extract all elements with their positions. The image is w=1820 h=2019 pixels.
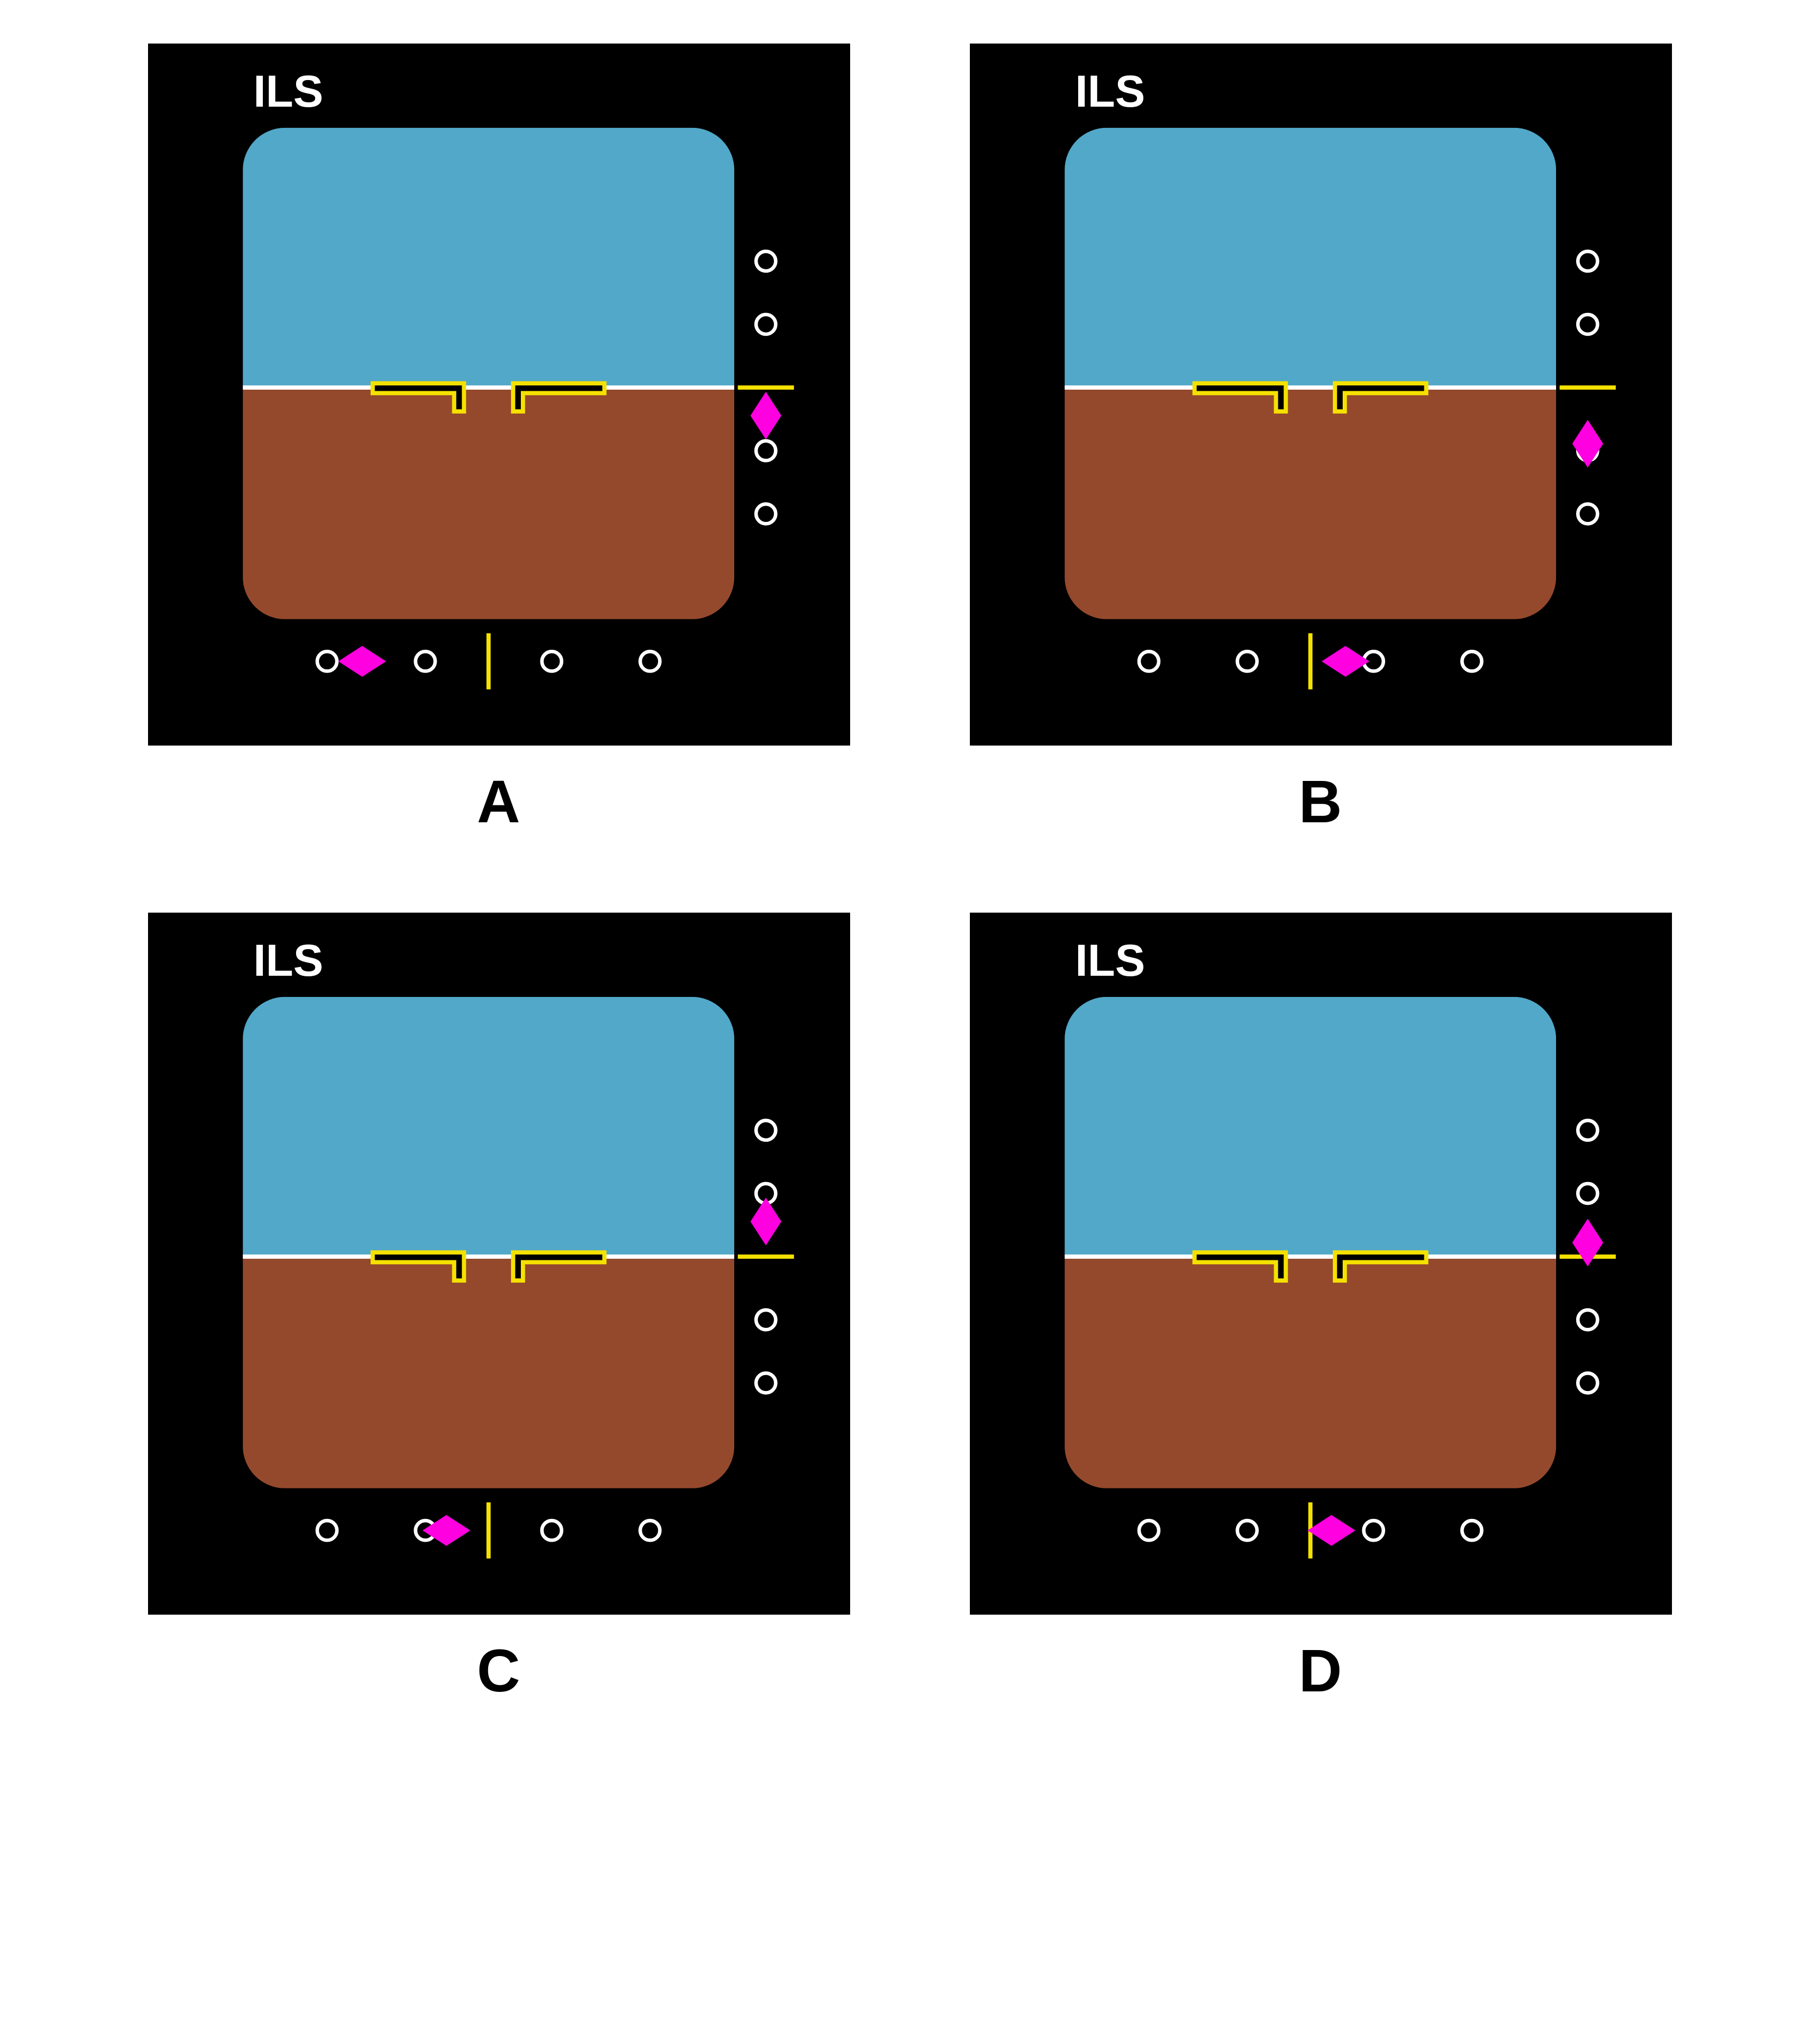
panel-a: ILS bbox=[148, 44, 850, 746]
sky bbox=[243, 997, 734, 1257]
mode-label: ILS bbox=[1075, 935, 1145, 986]
ground bbox=[243, 387, 734, 619]
mode-label: ILS bbox=[254, 935, 323, 986]
panel-label-b: B bbox=[1299, 767, 1343, 836]
mode-label: ILS bbox=[1075, 66, 1145, 116]
panel-label-a: A bbox=[477, 767, 521, 836]
attitude-indicator bbox=[243, 997, 734, 1488]
ils-pfd-a: ILS bbox=[148, 44, 850, 746]
panel-d: ILS bbox=[970, 913, 1672, 1615]
ground bbox=[1065, 1257, 1556, 1488]
panel-cell-d: ILS D bbox=[970, 913, 1672, 1706]
panel-cell-c: ILS C bbox=[148, 913, 850, 1706]
ils-panel-grid: ILS A ILS bbox=[148, 44, 1672, 1706]
sky bbox=[1065, 997, 1556, 1257]
panel-label-d: D bbox=[1299, 1636, 1343, 1706]
ils-pfd-d: ILS bbox=[970, 913, 1672, 1615]
panel-label-c: C bbox=[477, 1636, 521, 1706]
attitude-indicator bbox=[1065, 128, 1556, 619]
ils-pfd-c: ILS bbox=[148, 913, 850, 1615]
panel-c: ILS bbox=[148, 913, 850, 1615]
panel-b: ILS bbox=[970, 44, 1672, 746]
panel-cell-a: ILS A bbox=[148, 44, 850, 836]
attitude-indicator bbox=[1065, 997, 1556, 1488]
sky bbox=[1065, 128, 1556, 387]
ground bbox=[243, 1257, 734, 1488]
panel-cell-b: ILS B bbox=[970, 44, 1672, 836]
ground bbox=[1065, 387, 1556, 619]
sky bbox=[243, 128, 734, 387]
attitude-indicator bbox=[243, 128, 734, 619]
mode-label: ILS bbox=[254, 66, 323, 116]
ils-pfd-b: ILS bbox=[970, 44, 1672, 746]
